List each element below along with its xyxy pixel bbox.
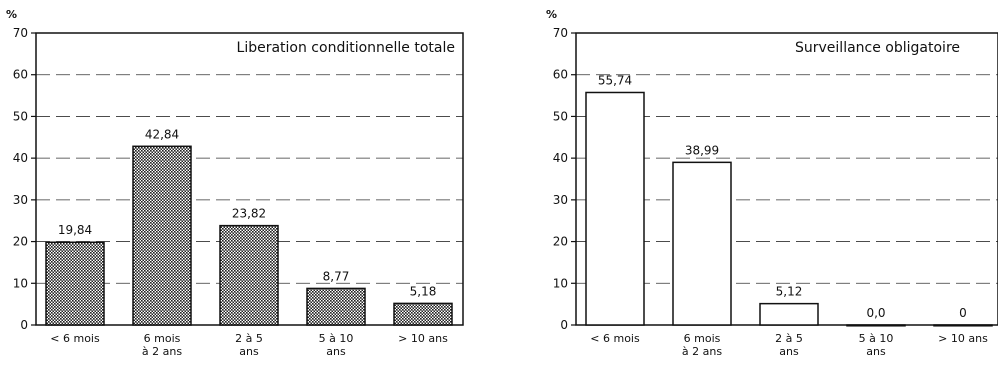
chart-title: Liberation conditionnelle totale xyxy=(237,40,455,56)
bar xyxy=(132,145,192,326)
x-tick-label: à 2 ans xyxy=(682,345,722,358)
y-axis-label: % xyxy=(546,8,557,21)
x-tick-label: ans xyxy=(239,345,259,358)
y-tick-label: 30 xyxy=(553,193,568,207)
data-label: 55,74 xyxy=(598,73,632,87)
y-tick-label: 10 xyxy=(553,276,568,290)
y-tick-label: 0 xyxy=(560,318,568,332)
x-tick-label: < 6 mois xyxy=(590,332,640,345)
bar xyxy=(45,241,105,326)
y-tick-label: 40 xyxy=(553,151,568,165)
chart-title: Surveillance obligatoire xyxy=(795,40,960,56)
bar xyxy=(759,302,819,326)
x-tick-label: ans xyxy=(326,345,346,358)
y-tick-label: 60 xyxy=(13,68,28,82)
data-label: 5,12 xyxy=(776,285,803,299)
y-tick-label: 60 xyxy=(553,68,568,82)
data-label: 19,84 xyxy=(58,223,92,237)
x-tick-label: 5 à 10 xyxy=(319,332,354,345)
bar xyxy=(219,224,279,326)
bar xyxy=(846,324,906,327)
data-label: 38,99 xyxy=(685,143,719,157)
x-tick-label: 6 mois xyxy=(684,332,721,345)
bar xyxy=(672,161,732,326)
chart-2: 0 10 20 30 40 50 60 70% Surveillance obligatoire… xyxy=(546,8,998,358)
y-tick-label: 50 xyxy=(553,109,568,123)
x-tick-label: ans xyxy=(866,345,886,358)
x-tick-label: < 6 mois xyxy=(50,332,100,345)
bar xyxy=(393,302,453,326)
y-tick-label: 20 xyxy=(553,235,568,249)
y-tick-label: 20 xyxy=(13,235,28,249)
x-tick-label: 2 à 5 xyxy=(235,332,263,345)
y-tick-label: 70 xyxy=(553,26,568,40)
y-tick-label: 0 xyxy=(20,318,28,332)
y-tick-label: 10 xyxy=(13,276,28,290)
y-tick-label: 50 xyxy=(13,109,28,123)
y-tick-label: 30 xyxy=(13,193,28,207)
bar xyxy=(306,287,366,326)
x-tick-label: 2 à 5 xyxy=(775,332,803,345)
y-axis-label: % xyxy=(6,8,17,21)
x-tick-label: > 10 ans xyxy=(938,332,988,345)
data-label: 5,18 xyxy=(410,284,437,298)
bar xyxy=(585,91,645,326)
x-tick-label: ans xyxy=(779,345,799,358)
y-tick-label: 40 xyxy=(13,151,28,165)
data-label: 0 xyxy=(959,306,967,320)
data-label: 23,82 xyxy=(232,207,266,221)
chart-1: 0 10 20 30 40 50 60 70% Liberation conditionnell… xyxy=(6,8,464,358)
x-tick-label: 5 à 10 xyxy=(859,332,894,345)
y-tick-label: 70 xyxy=(13,26,28,40)
data-label: 0,0 xyxy=(866,306,885,320)
bar xyxy=(933,324,993,327)
x-tick-label: > 10 ans xyxy=(398,332,448,345)
data-label: 8,77 xyxy=(323,269,350,283)
x-tick-label: 6 mois xyxy=(144,332,181,345)
data-label: 42,84 xyxy=(145,127,179,141)
x-tick-label: à 2 ans xyxy=(142,345,182,358)
